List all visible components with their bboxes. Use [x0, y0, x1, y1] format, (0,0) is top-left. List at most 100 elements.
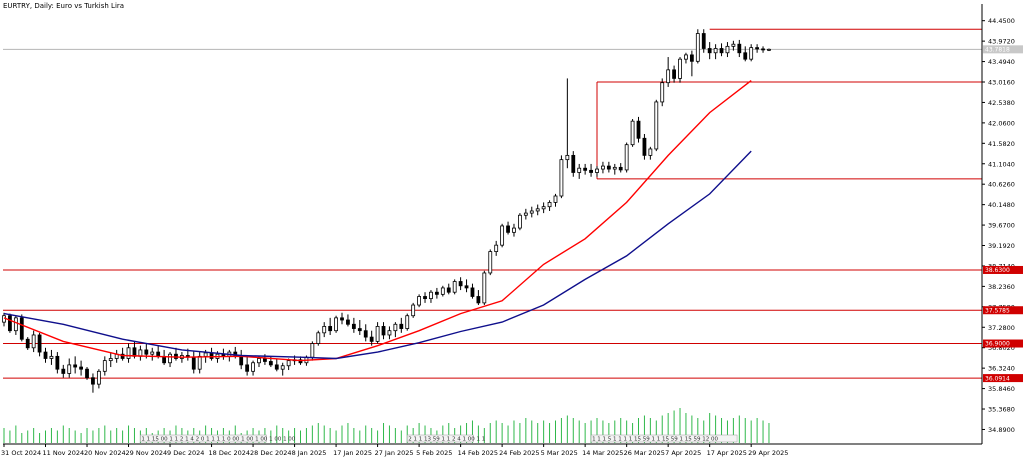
annotation-box	[140, 434, 267, 443]
x-tick-label: 14 Feb 2025	[458, 449, 498, 457]
candle-body	[654, 101, 659, 150]
x-tick-label: 20 Nov 2024	[84, 449, 126, 457]
x-axis-ticks: 31 Oct 2024 11 Nov 2024 20 Nov 2024 29 Nov …	[1, 444, 788, 457]
candle-body	[630, 120, 635, 146]
bid-price-badge-label: 43.7818	[985, 47, 1010, 54]
x-tick-label: 5 Feb 2025	[416, 449, 452, 457]
moving-average-fast	[3, 80, 752, 362]
candle-body	[642, 137, 647, 156]
y-tick-label: 43.0160	[988, 79, 1015, 87]
x-tick-label: 14 Mar 2025	[582, 449, 623, 457]
candle-body	[144, 349, 149, 355]
y-tick-label: 42.0600	[988, 119, 1015, 127]
candle-body	[316, 332, 321, 344]
candle-body	[695, 33, 700, 62]
candle-body	[61, 368, 66, 374]
candle-body	[648, 148, 653, 156]
candle-body	[310, 343, 315, 358]
candle-body	[458, 281, 463, 287]
candle-body	[55, 355, 60, 370]
candle-body	[251, 362, 255, 372]
candle-body	[535, 208, 540, 212]
x-tick-label: 5 Mar 2025	[541, 449, 578, 457]
candle-body	[37, 334, 42, 353]
candle-body	[553, 195, 558, 203]
candle-body	[49, 355, 54, 359]
price-badge	[983, 339, 1023, 348]
y-tick-label: 43.4940	[988, 58, 1015, 66]
candle-body	[156, 351, 161, 357]
candle-body	[357, 328, 362, 332]
candle-body	[120, 353, 125, 359]
candle-body	[399, 323, 404, 329]
candle-body	[595, 168, 599, 173]
candle-body	[102, 360, 107, 372]
candle-body	[672, 69, 676, 79]
candle-body	[512, 227, 516, 233]
candle-body	[13, 317, 18, 332]
y-tick-label: 41.5820	[988, 140, 1015, 148]
y-tick-label: 40.6260	[988, 181, 1015, 189]
candle-body	[79, 366, 83, 370]
volume-annotations: 1 1 15 00 1 1 2 1 4 2 0 1 1 1 1 0 00 1 0…	[140, 434, 738, 443]
y-axis-ticks: 44.4500 43.9720 43.4940 43.0160 42.5380 42.06…	[982, 17, 1015, 434]
candle-body	[328, 326, 333, 332]
candle-body	[731, 43, 736, 47]
candle-body	[168, 353, 172, 364]
annotation-box	[406, 434, 474, 443]
candle-body	[446, 287, 451, 293]
candle-body	[518, 214, 522, 229]
x-tick-label: 29 Nov 2024	[126, 449, 168, 457]
candle-body	[601, 165, 605, 170]
x-tick-label: 28 Dec 2024	[250, 449, 292, 457]
candle-body	[701, 33, 706, 49]
candle-body	[606, 165, 611, 170]
candle-body	[725, 45, 730, 54]
y-tick-label: 35.8460	[988, 385, 1015, 393]
y-tick-label: 35.3680	[988, 406, 1015, 414]
x-tick-label: 26 Mar 2025	[624, 449, 665, 457]
horizontal-lines	[3, 28, 982, 379]
candle-body	[126, 347, 131, 359]
candle-body	[322, 326, 327, 334]
candle-body	[577, 167, 582, 173]
price-badge-label: 36.9000	[985, 341, 1010, 348]
price-badges: 38.6300 37.5785 36.9000 36.0914 43.7818	[983, 45, 1023, 382]
y-tick-label: 44.4500	[988, 17, 1015, 25]
candle-body	[523, 212, 528, 216]
y-tick-label: 41.1040	[988, 160, 1015, 168]
candle-body	[73, 364, 78, 368]
price-badge-label: 38.6300	[985, 267, 1010, 274]
candle-body	[440, 287, 445, 295]
price-badge	[983, 265, 1023, 274]
candle-body	[660, 82, 665, 103]
y-tick-label: 36.8020	[988, 344, 1015, 352]
candle-body	[346, 319, 350, 325]
candlesticks	[2, 29, 771, 393]
candle-body	[375, 326, 380, 342]
candle-body	[191, 356, 196, 370]
candle-body	[618, 166, 623, 171]
price-badge	[983, 374, 1023, 383]
candle-body	[197, 355, 202, 370]
candle-body	[583, 167, 588, 171]
price-badge-label: 37.5785	[985, 307, 1010, 314]
candle-body	[737, 43, 742, 54]
candle-body	[488, 251, 493, 274]
x-tick-label: 9 Dec 2024	[167, 449, 204, 457]
candle-body	[529, 210, 534, 214]
axes	[3, 4, 983, 445]
candle-body	[761, 48, 765, 51]
x-tick-label: 31 Oct 2024	[1, 449, 41, 457]
y-tick-label: 37.2800	[988, 324, 1015, 332]
candle-body	[274, 364, 279, 370]
y-tick-label: 34.8900	[988, 426, 1015, 434]
x-tick-label: 8 Jan 2025	[292, 449, 327, 457]
candle-body	[571, 154, 576, 173]
candle-body	[263, 358, 267, 362]
annotation-text: 2 1 1 13 59 1 1 2 4 1 00 1 1	[408, 437, 485, 443]
candle-body	[494, 244, 499, 252]
y-tick-label: 39.6700	[988, 222, 1015, 230]
